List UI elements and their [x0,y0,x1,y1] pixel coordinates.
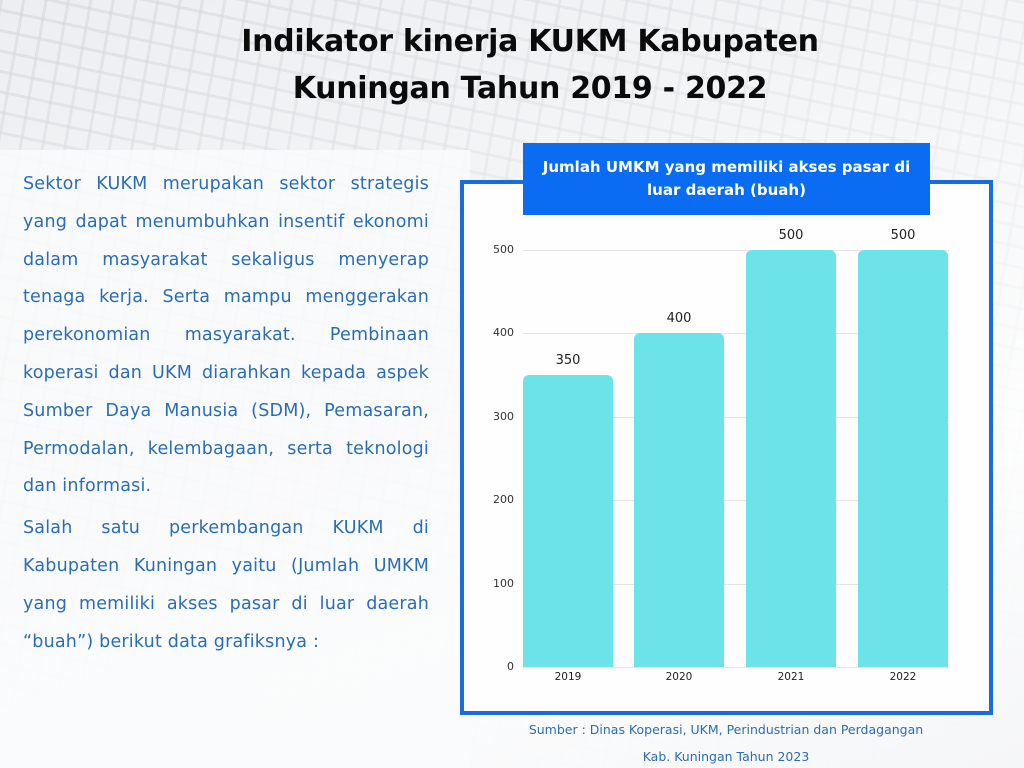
chart-title: Jumlah UMKM yang memiliki akses pasar di… [523,143,930,215]
source-caption: Sumber : Dinas Koperasi, UKM, Perindustr… [470,716,982,768]
chart-frame [460,180,993,715]
description-text: Sektor KUKM merupakan sektor strategis y… [23,166,429,661]
background-fade [0,150,470,768]
page-title: Indikator kinerja KUKM Kabupaten Kuninga… [180,18,880,112]
source-line-2: Kab. Kuningan Tahun 2023 [642,749,810,764]
page-title-line-2: Kuningan Tahun 2019 - 2022 [292,71,768,106]
page-title-line-1: Indikator kinerja KUKM Kabupaten [241,24,819,59]
description-paragraph-1: Sektor KUKM merupakan sektor strategis y… [23,174,429,497]
source-line-1: Sumber : Dinas Koperasi, UKM, Perindustr… [528,722,924,737]
description-paragraph-2: Salah satu perkembangan KUKM di Kabupate… [23,518,429,652]
